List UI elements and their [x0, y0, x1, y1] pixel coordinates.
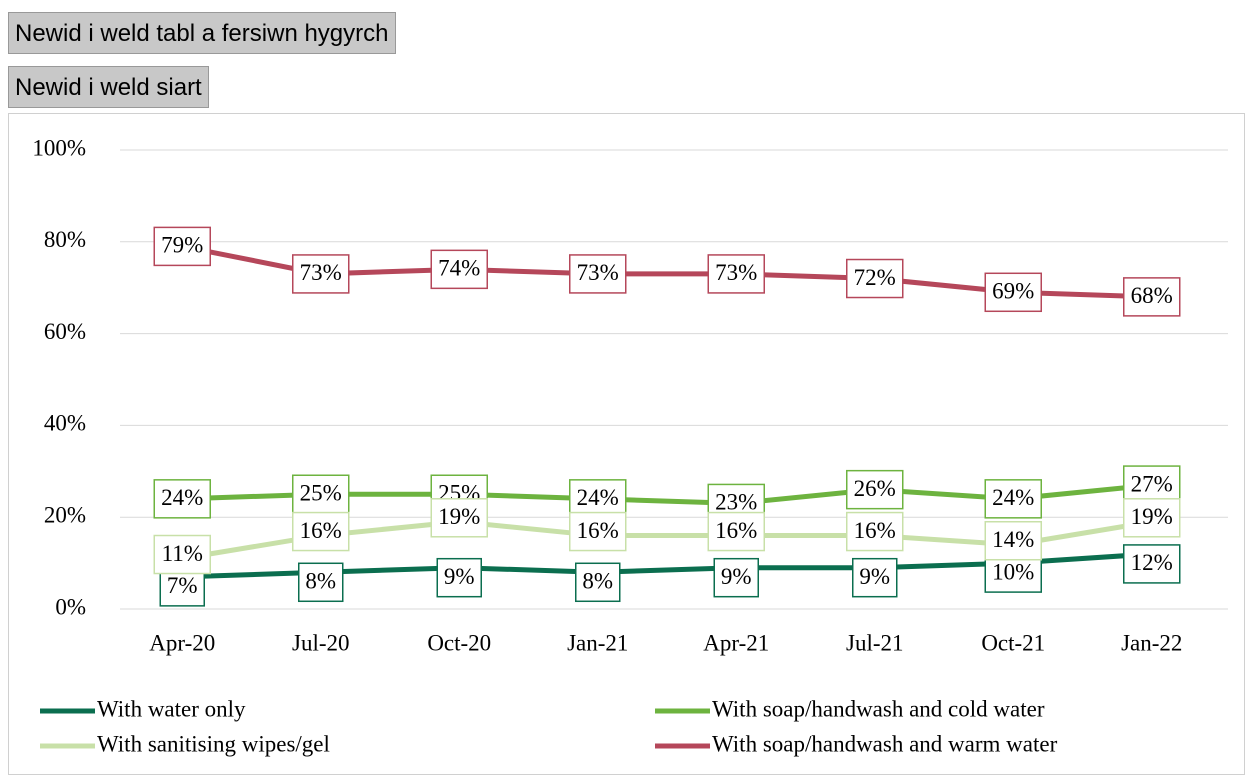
data-label-box: [1123, 465, 1181, 505]
data-label: 9%: [859, 564, 890, 589]
data-label: 16%: [577, 518, 619, 543]
x-tick-label: Oct-21: [981, 630, 1045, 655]
data-label-box: [569, 254, 627, 294]
x-tick-label: Oct-20: [427, 630, 491, 655]
data-label-box: [430, 498, 488, 538]
data-label: 14%: [992, 527, 1034, 552]
data-label: 24%: [577, 485, 619, 510]
data-label: 25%: [300, 481, 342, 506]
data-label-box: [846, 511, 904, 552]
data-label-box: [430, 249, 488, 290]
data-label: 9%: [444, 564, 475, 589]
data-label-box: [984, 520, 1042, 561]
data-label: 68%: [1131, 283, 1173, 308]
y-tick-label: 0%: [55, 594, 86, 619]
data-label: 11%: [162, 541, 203, 566]
legend-label: With water only: [97, 696, 246, 721]
data-label-box: [707, 511, 765, 552]
data-label-box: [846, 469, 904, 510]
data-label-box: [153, 479, 211, 519]
y-tick-label: 60%: [44, 319, 86, 344]
data-label: 16%: [854, 518, 896, 543]
data-label: 16%: [300, 518, 342, 543]
data-label-box: [153, 534, 211, 575]
data-label-box: [984, 272, 1042, 313]
data-label-box: [292, 474, 350, 514]
legend-label: With sanitising wipes/gel: [97, 731, 330, 756]
data-label-box: [1123, 498, 1181, 538]
data-label: 69%: [992, 279, 1034, 304]
data-label: 19%: [1131, 504, 1173, 529]
data-label: 9%: [721, 564, 752, 589]
legend-label: With soap/handwash and cold water: [712, 696, 1045, 721]
data-label-box: [707, 254, 765, 294]
y-tick-label: 80%: [44, 227, 86, 252]
data-label: 73%: [300, 260, 342, 285]
data-label: 74%: [438, 256, 480, 281]
legend-label: With soap/handwash and warm water: [712, 731, 1058, 756]
data-label-box: [569, 511, 627, 552]
y-tick-label: 40%: [44, 411, 86, 436]
x-tick-label: Jul-20: [292, 630, 350, 655]
data-label-box: [569, 479, 627, 519]
data-label: 16%: [715, 518, 757, 543]
data-label: 23%: [715, 490, 757, 515]
data-label: 7%: [167, 573, 198, 598]
data-label: 79%: [161, 233, 203, 258]
data-label: 24%: [161, 485, 203, 510]
data-label: 8%: [305, 569, 336, 594]
data-label-box: [846, 258, 904, 299]
data-label: 10%: [992, 559, 1034, 584]
data-label-box: [1123, 544, 1181, 584]
data-label-box: [298, 562, 344, 603]
data-label-box: [153, 226, 211, 267]
data-label: 8%: [582, 569, 613, 594]
x-tick-label: Jan-21: [567, 630, 628, 655]
table-toggle-button[interactable]: Newid i weld tabl a fersiwn hygyrch: [8, 12, 396, 54]
data-label-box: [984, 479, 1042, 519]
data-label-box: [1123, 277, 1181, 317]
data-label-box: [575, 562, 621, 603]
data-label-box: [292, 254, 350, 294]
data-label-box: [436, 557, 482, 598]
data-label: 19%: [438, 504, 480, 529]
y-tick-label: 20%: [44, 502, 86, 527]
data-label-box: [292, 511, 350, 552]
x-tick-label: Apr-21: [703, 630, 769, 655]
data-label: 72%: [854, 265, 896, 290]
data-label-box: [713, 557, 759, 598]
x-tick-label: Jul-21: [846, 630, 904, 655]
data-label: 26%: [854, 476, 896, 501]
chart-frame: [8, 113, 1245, 775]
y-tick-label: 100%: [32, 135, 86, 160]
data-label: 73%: [577, 260, 619, 285]
data-label: 73%: [715, 260, 757, 285]
chart-toggle-button[interactable]: Newid i weld siart: [8, 66, 209, 108]
x-tick-label: Apr-20: [149, 630, 215, 655]
data-label: 24%: [992, 485, 1034, 510]
x-tick-label: Jan-22: [1121, 630, 1182, 655]
data-label: 12%: [1131, 550, 1173, 575]
data-label: 27%: [1131, 471, 1173, 496]
data-label-box: [852, 557, 898, 598]
